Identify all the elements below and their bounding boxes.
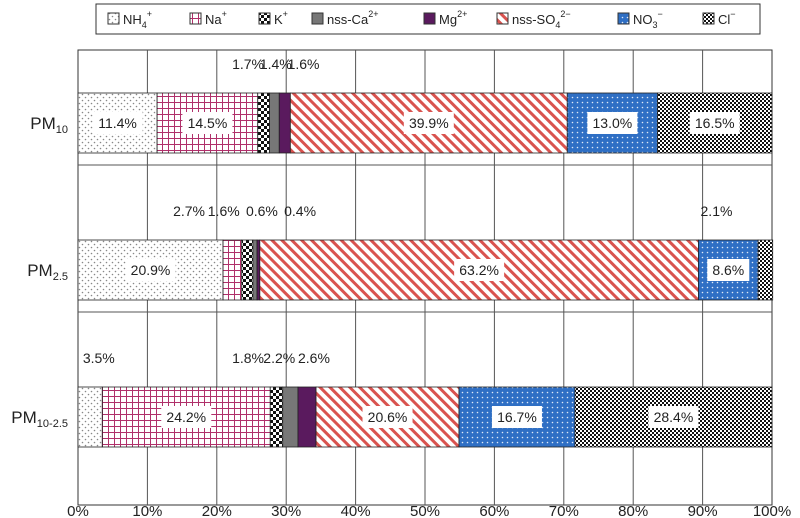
data-label-text: 28.4% — [654, 409, 694, 425]
x-tick-label: 80% — [618, 503, 648, 518]
legend-swatch-k — [258, 12, 271, 25]
data-label-outside: 2.2% — [263, 350, 295, 366]
data-label: 28.4% — [648, 406, 699, 428]
legend-swatch-mg — [423, 12, 436, 25]
x-tick-label: 50% — [410, 503, 440, 518]
legend-swatch-na — [189, 12, 202, 25]
data-label-outside: 2.7% — [173, 203, 205, 219]
legend-swatch-cl — [702, 12, 715, 25]
bar-segment-mg — [256, 239, 261, 301]
bar-segment-k — [269, 386, 284, 448]
legend-swatch-ca — [311, 12, 324, 25]
data-label-outside: 1.8% — [232, 350, 264, 366]
legend-swatch-nh4 — [107, 12, 120, 25]
data-label-bg — [161, 406, 212, 428]
data-label-text: 20.6% — [368, 409, 408, 425]
data-label-text: 20.9% — [131, 262, 171, 278]
data-label: 14.5% — [182, 112, 233, 134]
data-label-outside: 2.6% — [298, 350, 330, 366]
legend-swatch-no3 — [617, 12, 630, 25]
x-tick-label: 10% — [132, 503, 162, 518]
data-label-text: 24.2% — [166, 409, 206, 425]
legend-label-ca: nss-Ca2+ — [327, 9, 378, 27]
data-label: 24.2% — [161, 406, 212, 428]
legend-swatch-so4 — [496, 12, 509, 25]
x-tick-label: 30% — [271, 503, 301, 518]
x-tick-label: 90% — [688, 503, 718, 518]
bar-segment-nh4 — [77, 386, 103, 448]
data-label-outside: 1.7% — [232, 56, 264, 72]
data-label-outside: 1.4% — [260, 56, 292, 72]
data-label-bg — [689, 112, 740, 134]
bar-segment-mg — [278, 92, 291, 154]
data-label-bg — [362, 406, 413, 428]
bar-segment-mg — [297, 386, 317, 448]
x-axis: 0% 10% 20% 30% 40% 50% 60% 70% 80% 90% 100% — [67, 503, 791, 518]
data-label: 8.6% — [707, 259, 750, 281]
x-tick-label: 20% — [202, 503, 232, 518]
bar-segment-cl — [657, 92, 773, 154]
bar-segment-k — [241, 239, 254, 301]
x-tick-label: 40% — [341, 503, 371, 518]
legend-label-na: Na+ — [205, 9, 227, 27]
data-label: 20.9% — [125, 259, 176, 281]
data-label-bg — [403, 112, 454, 134]
x-tick-label: 0% — [67, 503, 89, 518]
data-label-outside: 0.4% — [284, 203, 316, 219]
x-tick-label: 100% — [753, 503, 791, 518]
category-label: PM10 — [30, 114, 68, 136]
data-label: 16.5% — [689, 112, 740, 134]
y-axis: PM10 PM2.5 PM10-2.5 — [11, 114, 68, 430]
legend-item-na: Na+ — [189, 9, 227, 27]
data-label: 20.6% — [362, 406, 413, 428]
legend: NH4+ Na+ K+ nss-Ca2+ Mg2+ nss-SO42− NO3− Cl− — [95, 3, 761, 35]
data-label-bg — [491, 406, 542, 428]
data-label-bg — [707, 259, 750, 281]
bars — [77, 92, 774, 448]
data-label: 63.2% — [454, 259, 505, 281]
data-label-bg — [454, 259, 505, 281]
data-label: 39.9% — [403, 112, 454, 134]
category-label: PM2.5 — [27, 261, 68, 283]
x-tick-label: 70% — [549, 503, 579, 518]
data-label-outside: 1.6% — [288, 56, 320, 72]
data-label-text: 16.5% — [695, 115, 735, 131]
x-tick-label: 60% — [479, 503, 509, 518]
bar-segment-k — [257, 92, 270, 154]
data-label: 13.0% — [587, 112, 638, 134]
data-label-text: 13.0% — [593, 115, 633, 131]
value-labels: 11.4% 14.5% 39.9% 13.0% 16.5%1.7%1.4%1.6%20.… — [83, 56, 750, 428]
data-label-text: 14.5% — [188, 115, 228, 131]
data-label-bg — [125, 259, 176, 281]
data-label-bg — [587, 112, 638, 134]
data-label-bg — [182, 112, 233, 134]
legend-item-ca: nss-Ca2+ — [311, 9, 378, 27]
data-label-outside: 1.6% — [208, 203, 240, 219]
data-label-text: 8.6% — [712, 262, 744, 278]
data-label-text: 16.7% — [497, 409, 537, 425]
data-label-text: 39.9% — [409, 115, 449, 131]
data-label-outside: 2.1% — [701, 203, 733, 219]
bar-segment-ca — [252, 239, 258, 301]
data-label-bg — [648, 406, 699, 428]
data-label: 11.4% — [92, 112, 143, 134]
data-label-outside: 3.5% — [83, 350, 115, 366]
bar-segment-cl — [757, 239, 774, 301]
bar-segment-ca — [269, 92, 280, 154]
data-label-text: 63.2% — [459, 262, 499, 278]
data-label: 16.7% — [491, 406, 542, 428]
bar-segment-na — [222, 239, 243, 301]
data-label-text: 11.4% — [98, 115, 137, 131]
data-label-outside: 0.6% — [246, 203, 278, 219]
bar-segment-ca — [282, 386, 299, 448]
category-label: PM10-2.5 — [11, 408, 68, 430]
data-label-bg — [92, 112, 143, 134]
